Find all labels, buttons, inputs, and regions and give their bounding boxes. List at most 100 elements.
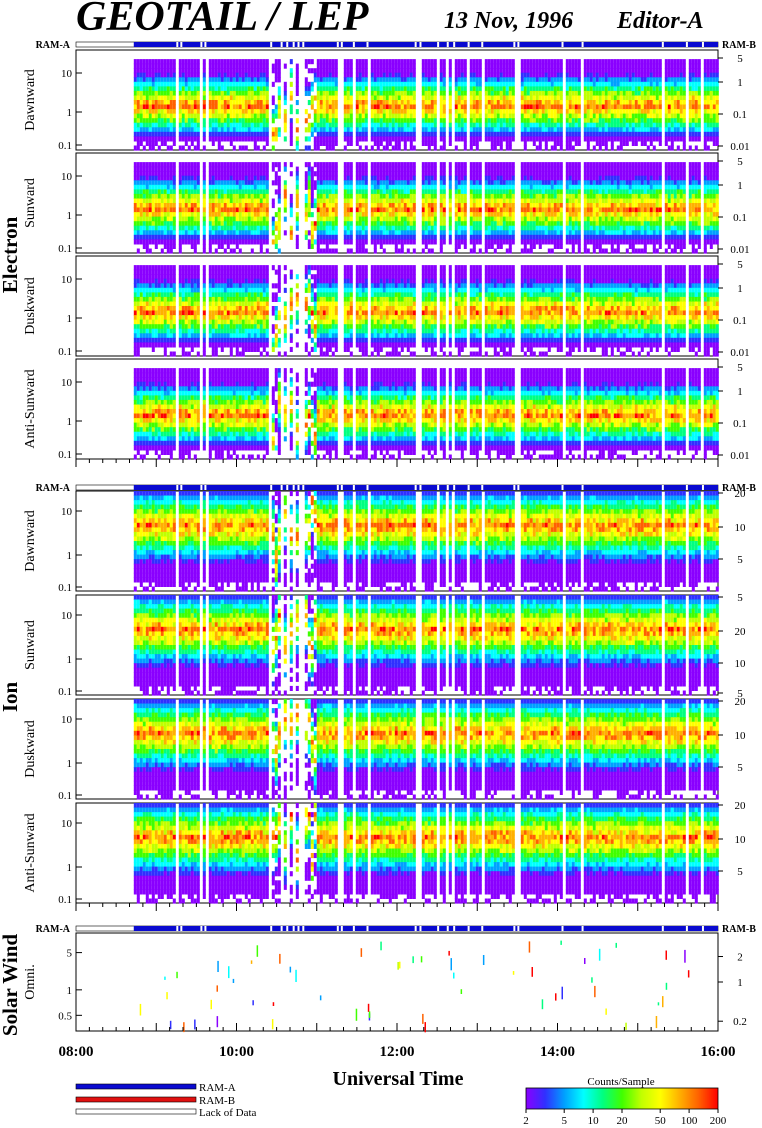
x-tick-label: 10:00 [219,1044,254,1060]
left-tick-label: 0.5 [58,1010,72,1022]
status-bar-gap [686,926,688,931]
status-bar-gap [180,926,182,931]
solar-wind-point [451,958,453,970]
status-bar-gap [180,42,182,47]
solar-wind-point [425,1022,427,1032]
solar-wind-point [412,956,414,963]
status-bar-gap [481,926,483,931]
solar-wind-point [320,995,322,1000]
left-tick-label: 0.1 [58,790,72,802]
solar-wind-point [273,1002,275,1006]
solar-wind-point [295,970,297,982]
status-bar-gap [293,926,295,931]
left-tick-label: 0.1 [58,449,72,461]
colorbar-gradient [526,1088,718,1109]
status-bar-gap [293,485,295,490]
section-time-ticks [76,903,718,911]
status-bar-gap [353,926,355,931]
status-bar-gap [302,485,304,490]
solar-wind-point [368,1004,370,1012]
status-bar-gap [281,926,283,931]
status-bar-gap [367,926,369,931]
colorbar: Counts/Sample 2 5 10 20 50 100 200 [523,1076,727,1127]
right-tick-label: 20 [735,626,747,638]
solar-wind-point [688,970,690,977]
solar-wind-point [513,971,515,975]
status-bar-gap [204,42,206,47]
date-label: 13 Nov, 1996 [444,8,573,34]
status-bar-gap [686,42,688,47]
status-bar-gap [204,926,206,931]
x-tick-label: 12:00 [380,1044,415,1060]
status-bar-gap [562,42,564,47]
panel-ylabel: Omni. [23,964,38,999]
heatmap-cells [134,595,719,696]
left-tick-label: 10 [61,818,73,830]
left-tick-label: 10 [61,68,73,80]
solar-wind-point [257,945,259,957]
status-bar-gap [200,485,202,490]
solar-wind-point [662,996,664,1007]
status-bar-gap [270,485,272,490]
spectrogram-figure: GEOTAIL / LEP 13 Nov, 1996 Editor-A Elec… [0,0,762,1128]
left-tick-label: 10 [61,377,73,389]
panel-ylabel: Dawnward [23,510,38,571]
panel-ylabel: Sunward [23,178,38,228]
status-bar-gap [481,42,483,47]
status-bar-gap [415,485,417,490]
colorbar-tick-label: 50 [655,1115,667,1127]
right-tick-label: 10 [735,730,747,742]
ram-status-bar: RAM-A RAM-B [36,40,757,51]
status-bar-gap [582,42,584,47]
status-bar-gap [353,485,355,490]
solar-wind-point [211,1000,213,1009]
right-tick-label: 20 [735,696,747,708]
status-bar-gap [337,926,339,931]
solar-wind-point [356,1009,358,1021]
status-bar-gap [204,485,206,490]
solar-wind-point [279,954,281,964]
status-bar-gap [686,485,688,490]
panel-ylabel: Anti-Sunward [23,813,38,892]
ram-a-label: RAM-A [36,40,71,51]
solar-wind-point [584,958,586,964]
solar-wind-point [555,993,557,1000]
ram-b-label: RAM-B [722,40,756,51]
solar-wind-point [251,960,253,964]
panel-ylabel: Duskward [23,720,38,778]
ram-a-label: RAM-A [36,483,71,494]
status-bar-gap [453,926,455,931]
right-tick-label: 10 [735,522,747,534]
status-bar-gap [176,926,178,931]
status-bar-gap [513,42,515,47]
heatmap-cells [134,162,719,254]
status-bar-gap [297,926,299,931]
right-tick-label: 0.1 [733,109,747,121]
x-tick-label: 08:00 [59,1044,94,1060]
solar-wind-point [422,1014,424,1024]
colorbar-tick-label: 100 [681,1115,698,1127]
status-bar-gap [437,926,439,931]
status-bar-gap [517,42,519,47]
status-bar-gap [281,485,283,490]
solar-wind-point [228,966,230,978]
status-bar-gap [702,42,704,47]
status-bar-gap [286,485,288,490]
legend-label-ram-b: RAM-B [199,1095,235,1107]
solar-wind-point [529,941,531,952]
solar-wind-point [605,1009,607,1015]
status-bar-gap [513,485,515,490]
solar-wind-point [290,967,292,973]
legend-label-no-data: Lack of Data [199,1107,257,1119]
right-tick-label: 5 [737,362,743,374]
solar-wind-point [461,989,463,994]
group-label-ion: Ion [0,682,22,713]
right-tick-label: 1 [737,977,743,989]
status-bar-gap [286,926,288,931]
right-tick-label: 0.01 [730,347,749,359]
status-bar-gap [270,42,272,47]
status-bar-ram-a [134,42,718,47]
